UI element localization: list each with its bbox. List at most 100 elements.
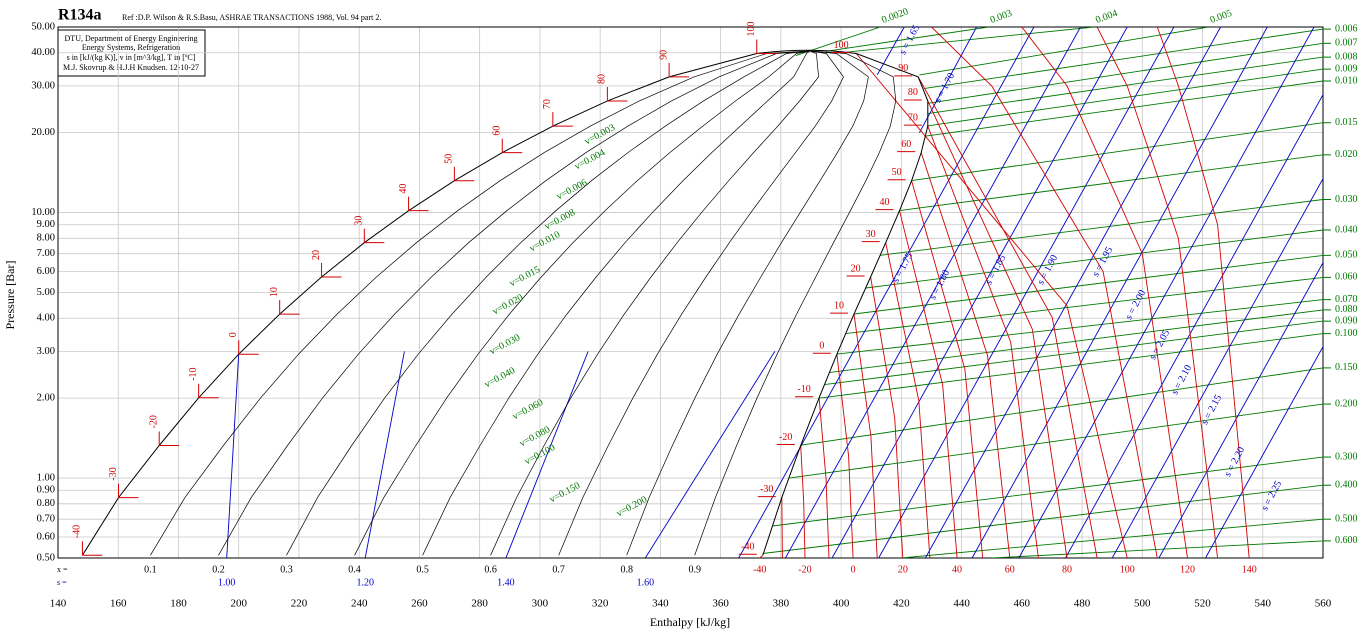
x-tick-label: 240 [351, 598, 368, 610]
isentrope [364, 351, 405, 558]
x-tick-label: 440 [953, 598, 970, 610]
liquid-temp-label: -40 [72, 525, 83, 538]
isochore-label: 0.015 [1335, 117, 1358, 128]
isochore [829, 309, 1323, 373]
isentrope [785, 27, 1081, 558]
isochore-label: 0.004 [1094, 8, 1119, 26]
liquid-marker [453, 166, 475, 182]
isochore-label: 0.008 [1335, 51, 1358, 62]
quality-label: 0.1 [144, 564, 157, 575]
isotherm [855, 53, 1128, 558]
y-tick-label: 4.00 [37, 313, 55, 324]
liquid-marker [501, 138, 523, 154]
isotherm-bottom-label: 100 [1120, 564, 1135, 575]
y-tick-label: 0.70 [37, 514, 55, 525]
x-tick-label: 420 [893, 598, 910, 610]
isochore [845, 276, 1323, 335]
x-tick-label: 480 [1074, 598, 1091, 610]
quality-line [286, 50, 810, 556]
liquid-temp-label: 10 [269, 287, 280, 297]
y-tick-label: 0.50 [37, 552, 55, 563]
isotherm [917, 76, 1098, 558]
isochore-label: 0.500 [1335, 513, 1358, 524]
liquid-temp-label: 90 [658, 50, 669, 60]
liquid-marker [408, 196, 429, 212]
isotherm-bottom-label: 20 [898, 564, 908, 575]
isentrope-label: s = 2.05 [1147, 328, 1172, 361]
isentrope [919, 27, 977, 133]
liquid-temp-label: 80 [597, 74, 608, 84]
isentrope [878, 27, 1175, 558]
isochore [772, 456, 1323, 527]
isochore [911, 122, 1323, 182]
isentrope [831, 27, 1128, 558]
quality-line [490, 50, 819, 556]
isochore [927, 42, 1323, 104]
isotherm [870, 276, 904, 558]
isochore-label: 0.600 [1335, 535, 1358, 546]
liquid-marker [552, 112, 573, 127]
vapor-temp-label: 40 [880, 197, 890, 208]
isochore-label: 0.006 [1335, 23, 1358, 34]
y-axis-label: Pressure [Bar] [3, 261, 17, 330]
isotherm [836, 354, 854, 558]
liquid-marker [668, 62, 690, 78]
isentrope [876, 27, 905, 76]
isochore [927, 56, 1323, 115]
isochore [836, 299, 1323, 355]
quality-label: 0.7 [552, 564, 565, 575]
isochore [800, 367, 1323, 446]
vapor-temp-label: -20 [779, 432, 792, 443]
x-tick-label: 520 [1194, 598, 1211, 610]
isotherm [781, 497, 783, 558]
isochore-label: 0.020 [1335, 149, 1358, 160]
y-tick-label: 40.00 [31, 47, 55, 58]
isotherm [1096, 27, 1219, 558]
isotherm-bottom-label: 0 [851, 564, 856, 575]
isotherm [1021, 27, 1188, 558]
isochore-label: 0.200 [1335, 398, 1358, 409]
isotherm [920, 152, 1011, 558]
quality-line [218, 50, 810, 556]
isochore-label: 0.100 [1335, 328, 1358, 339]
x-tick-label: 260 [411, 598, 428, 610]
vapor-temp-label: 30 [866, 229, 876, 240]
isochore-label: 0.090 [1335, 315, 1358, 326]
isotherm-bottom-label: 40 [952, 564, 962, 575]
quality-line [626, 50, 869, 556]
isochore-label: 0.005 [1209, 8, 1234, 26]
quality-label: 0.3 [280, 564, 293, 575]
isotherm [818, 397, 830, 558]
isotherm-bottom-label: -40 [753, 564, 766, 575]
liquid-marker [279, 300, 300, 315]
quality-line [354, 50, 810, 556]
isochore-inner-label: v=0.015 [508, 264, 542, 289]
plot-area [81, 27, 1323, 558]
liquid-temp-label: -30 [108, 467, 119, 480]
liquid-marker [363, 228, 385, 244]
liquid-temp-label: 100 [746, 22, 757, 37]
isochore-inner-label: v=0.200 [615, 494, 649, 519]
isotherm [1156, 27, 1250, 558]
isochore [819, 333, 1323, 399]
y-tick-label: 7.00 [37, 248, 55, 259]
quality-label: 0.6 [484, 564, 497, 575]
isochore-label: 0.070 [1335, 294, 1358, 305]
isochore [853, 254, 1323, 315]
isochore-label: 0.300 [1335, 451, 1358, 462]
x-tick-label: 180 [170, 598, 187, 610]
isochore [824, 320, 1323, 386]
liquid-marker [238, 340, 259, 355]
quality-line [694, 50, 897, 556]
liquid-marker [158, 431, 180, 446]
y-tick-label: 9.00 [37, 219, 55, 230]
y-tick-label: 0.80 [37, 498, 55, 509]
vapor-temp-label: -40 [741, 542, 754, 553]
isentrope-label: s = 2.00 [1123, 288, 1148, 321]
isochore [901, 518, 1323, 558]
isochore-label: 0.007 [1335, 38, 1358, 49]
isochore-label: 0.080 [1335, 304, 1358, 315]
x-tick-label: 280 [471, 598, 488, 610]
isotherm [885, 242, 931, 558]
